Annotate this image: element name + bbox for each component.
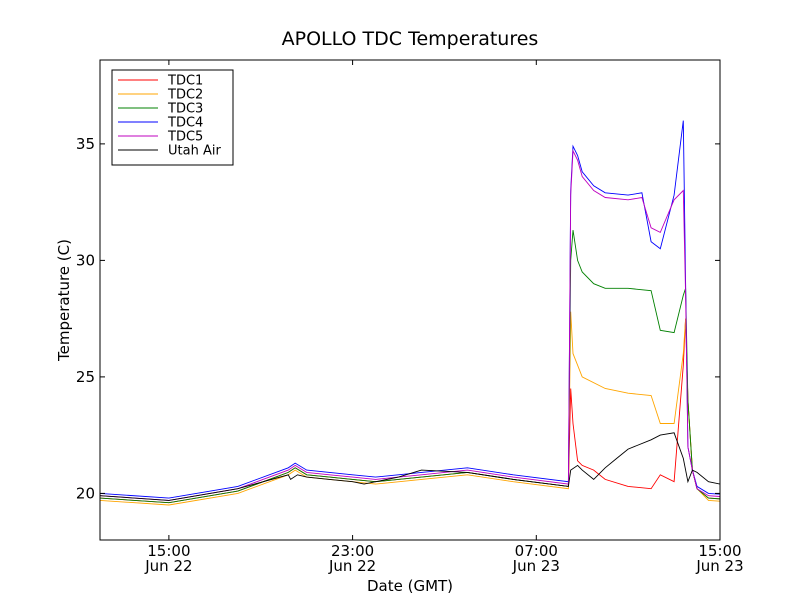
series-line-utah-air [100,432,720,501]
y-tick-label: 20 [76,484,95,502]
chart-title: APOLLO TDC Temperatures [282,28,539,50]
x-tick-label-date: Jun 23 [695,557,743,575]
legend-label: TDC2 [167,88,203,103]
y-tick-label: 25 [76,368,95,386]
legend-label: TDC3 [167,102,203,117]
y-axis-label: Temperature (C) [55,239,73,362]
x-tick-label-date: Jun 23 [512,557,560,575]
legend-label: TDC5 [167,130,203,145]
x-axis-label: Date (GMT) [367,577,453,595]
y-tick-label: 30 [76,251,95,269]
legend-label: TDC1 [167,74,203,89]
series-line-tdc5 [100,149,720,501]
plot-frame [99,59,721,541]
series-line-tdc4 [100,120,720,499]
y-tick-label: 35 [76,135,95,153]
x-tick-label-date: Jun 22 [328,557,376,575]
legend-box [111,69,234,166]
x-tick-label-time: 15:00 [698,542,741,560]
x-tick-label-time: 23:00 [331,542,374,560]
x-tick-label-date: Jun 22 [144,557,192,575]
legend-label: TDC4 [167,116,203,131]
series-line-tdc3 [100,230,720,504]
x-tick-label-time: 07:00 [515,542,558,560]
x-tick-label-time: 15:00 [147,542,190,560]
legend-label: Utah Air [168,144,221,159]
series-layer [100,120,720,506]
